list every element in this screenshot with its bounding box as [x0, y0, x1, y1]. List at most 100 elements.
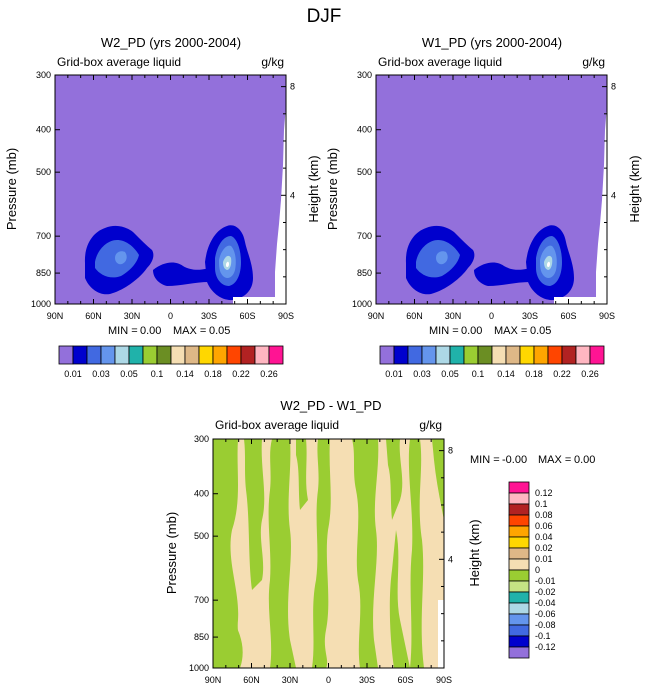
colorbar-swatch [508, 547, 530, 560]
min-value: 0.00 [461, 325, 482, 337]
colorbar-swatch [463, 345, 479, 365]
colorbar-swatch [508, 503, 530, 516]
colorbar-label: -0.06 [535, 609, 556, 619]
colorbar-swatch [184, 345, 200, 365]
colorbar-swatch [589, 345, 605, 365]
colorbar-swatch [142, 345, 158, 365]
max-value: 0.05 [530, 325, 551, 337]
x-tick-label: 90N [47, 311, 64, 321]
colorbar-label: 0.03 [92, 369, 110, 379]
units-label: g/kg [261, 55, 284, 69]
colorbar-swatch [198, 345, 214, 365]
colorbar-label: 0.05 [441, 369, 459, 379]
colorbar-swatch [226, 345, 242, 365]
colorbar-label: 0.22 [553, 369, 571, 379]
units-label: g/kg [582, 55, 605, 69]
x-tick-label: 60S [239, 311, 255, 321]
colorbar-label: 0.18 [525, 369, 543, 379]
colorbar-label: 0.01 [385, 369, 403, 379]
colorbar-swatch [170, 345, 186, 365]
y2-axis-label: Height (km) [467, 519, 482, 586]
x-tick-label: 90S [599, 311, 615, 321]
y-tick-label: 850 [36, 268, 51, 278]
min-value: -0.00 [502, 454, 527, 466]
colorbar-label: 0.06 [535, 521, 553, 531]
colorbar-label: 0.18 [204, 369, 222, 379]
max-label: MAX = [494, 325, 527, 337]
x-tick-label: 30N [282, 675, 299, 685]
colorbar-swatch [519, 345, 535, 365]
colorbar-label: 0.26 [260, 369, 278, 379]
panel-difference: W2_PD - W1_PD Grid-box average liquid g/… [164, 398, 595, 685]
colorbar-swatch [393, 345, 409, 365]
colorbar-swatch [508, 569, 530, 582]
colorbar-swatch [268, 345, 284, 365]
y2-tick-label: 4 [448, 554, 453, 564]
colorbar-swatch [86, 345, 102, 365]
y2-tick-label: 4 [611, 190, 616, 200]
x-tick-label: 90N [205, 675, 222, 685]
max-label: MAX = [538, 454, 571, 466]
colorbar-label: 0.01 [64, 369, 82, 379]
min-label: MIN = [429, 325, 459, 337]
x-tick-label: 0 [326, 675, 331, 685]
colorbar-swatch [508, 613, 530, 626]
y2-tick-label: 8 [611, 82, 616, 92]
panel-title: W1_PD (yrs 2000-2004) [422, 35, 562, 50]
x-tick-label: 90S [436, 675, 452, 685]
colorbar-swatch [508, 536, 530, 549]
y2-tick-label: 8 [290, 82, 295, 92]
y-tick-label: 500 [194, 531, 209, 541]
max-value: 0.05 [209, 325, 230, 337]
colorbar-label: 0.12 [535, 488, 553, 498]
y2-axis-label: Height (km) [306, 155, 321, 222]
y-tick-label: 300 [36, 70, 51, 80]
x-tick-label: 30N [445, 311, 462, 321]
colorbar-swatch [254, 345, 270, 365]
x-tick-label: 30S [359, 675, 375, 685]
min-label: MIN = [108, 325, 138, 337]
colorbar-swatch [212, 345, 228, 365]
colorbar-swatch [72, 345, 88, 365]
colorbar-label: 0.02 [535, 543, 553, 553]
y-tick-label: 1000 [31, 299, 51, 309]
y-tick-label: 700 [36, 231, 51, 241]
y-axis-label: Pressure (mb) [325, 148, 340, 230]
colorbar-label: 0 [535, 565, 540, 575]
max-label: MAX = [173, 325, 206, 337]
negative-difference-region [213, 439, 444, 668]
colorbar-swatch [449, 345, 465, 365]
colorbar-label: 0.22 [232, 369, 250, 379]
page-title: DJF [307, 6, 342, 27]
variable-label: Grid-box average liquid [57, 55, 181, 69]
y-tick-label: 500 [36, 167, 51, 177]
y-tick-label: 400 [357, 125, 372, 135]
x-tick-label: 60N [243, 675, 260, 685]
colorbar-swatch [407, 345, 423, 365]
colorbar-label: -0.01 [535, 576, 556, 586]
colorbar-swatch [508, 646, 530, 659]
colorbar-swatch [508, 514, 530, 527]
colorbar-label: -0.02 [535, 587, 556, 597]
y-tick-label: 700 [194, 595, 209, 605]
y2-tick-label: 4 [290, 190, 295, 200]
colorbar-swatch [379, 345, 395, 365]
panel-title: W2_PD - W1_PD [280, 398, 381, 413]
y-tick-label: 850 [194, 632, 209, 642]
colorbar-label: -0.1 [535, 631, 551, 641]
y-axis-label: Pressure (mb) [164, 512, 179, 594]
colorbar-label: 0.26 [581, 369, 599, 379]
colorbar-swatch [114, 345, 130, 365]
y2-tick-label: 8 [448, 446, 453, 456]
panel-w2-pd: W2_PD (yrs 2000-2004) Grid-box average l… [4, 35, 321, 379]
min-label: MIN = [470, 454, 500, 466]
min-value: 0.00 [140, 325, 161, 337]
x-tick-label: 60S [560, 311, 576, 321]
colorbar-swatch [508, 635, 530, 648]
colorbar-swatch [508, 492, 530, 505]
x-tick-label: 0 [489, 311, 494, 321]
colorbar-label: 0.01 [535, 554, 553, 564]
no-data-strip [438, 600, 444, 668]
y-tick-label: 400 [36, 125, 51, 135]
